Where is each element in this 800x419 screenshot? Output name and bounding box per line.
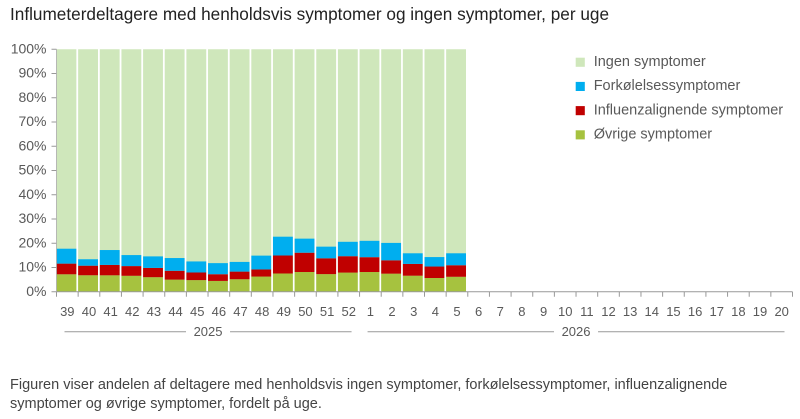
svg-text:Forkølelsessymptomer: Forkølelsessymptomer	[594, 78, 741, 94]
svg-text:2025: 2025	[194, 324, 223, 339]
svg-text:100%: 100%	[11, 40, 47, 56]
svg-text:80%: 80%	[18, 89, 46, 105]
svg-text:48: 48	[255, 304, 269, 319]
svg-text:2026: 2026	[562, 324, 591, 339]
svg-text:0%: 0%	[26, 283, 46, 299]
svg-text:20%: 20%	[18, 234, 46, 250]
svg-text:60%: 60%	[18, 137, 46, 153]
svg-text:43: 43	[147, 304, 161, 319]
svg-text:14: 14	[645, 304, 659, 319]
svg-text:2: 2	[388, 304, 395, 319]
svg-text:19: 19	[753, 304, 767, 319]
svg-text:44: 44	[168, 304, 182, 319]
svg-text:8: 8	[518, 304, 525, 319]
svg-text:Influenzalignende symptomer: Influenzalignende symptomer	[594, 102, 784, 118]
svg-text:30%: 30%	[18, 210, 46, 226]
svg-text:5: 5	[453, 304, 460, 319]
svg-text:16: 16	[688, 304, 702, 319]
svg-text:40%: 40%	[18, 186, 46, 202]
svg-text:10%: 10%	[18, 259, 46, 275]
svg-text:42: 42	[125, 304, 139, 319]
svg-text:40: 40	[82, 304, 96, 319]
svg-text:51: 51	[320, 304, 334, 319]
svg-text:12: 12	[601, 304, 615, 319]
svg-text:Øvrige symptomer: Øvrige symptomer	[594, 127, 713, 143]
svg-text:7: 7	[497, 304, 504, 319]
svg-text:41: 41	[103, 304, 117, 319]
svg-text:18: 18	[731, 304, 745, 319]
svg-text:50%: 50%	[18, 162, 46, 178]
svg-text:9: 9	[540, 304, 547, 319]
svg-text:52: 52	[342, 304, 356, 319]
svg-text:45: 45	[190, 304, 204, 319]
svg-text:20: 20	[774, 304, 788, 319]
svg-text:39: 39	[60, 304, 74, 319]
svg-text:4: 4	[432, 304, 439, 319]
svg-text:90%: 90%	[18, 65, 46, 81]
svg-text:13: 13	[623, 304, 637, 319]
svg-text:49: 49	[277, 304, 291, 319]
svg-text:Ingen symptomer: Ingen symptomer	[594, 54, 706, 70]
svg-text:3: 3	[410, 304, 417, 319]
svg-text:15: 15	[666, 304, 680, 319]
svg-text:1: 1	[367, 304, 374, 319]
svg-text:70%: 70%	[18, 113, 46, 129]
svg-text:17: 17	[710, 304, 724, 319]
svg-text:50: 50	[298, 304, 312, 319]
svg-text:46: 46	[212, 304, 226, 319]
svg-text:11: 11	[580, 304, 594, 319]
svg-text:47: 47	[233, 304, 247, 319]
svg-text:6: 6	[475, 304, 482, 319]
svg-text:10: 10	[558, 304, 572, 319]
